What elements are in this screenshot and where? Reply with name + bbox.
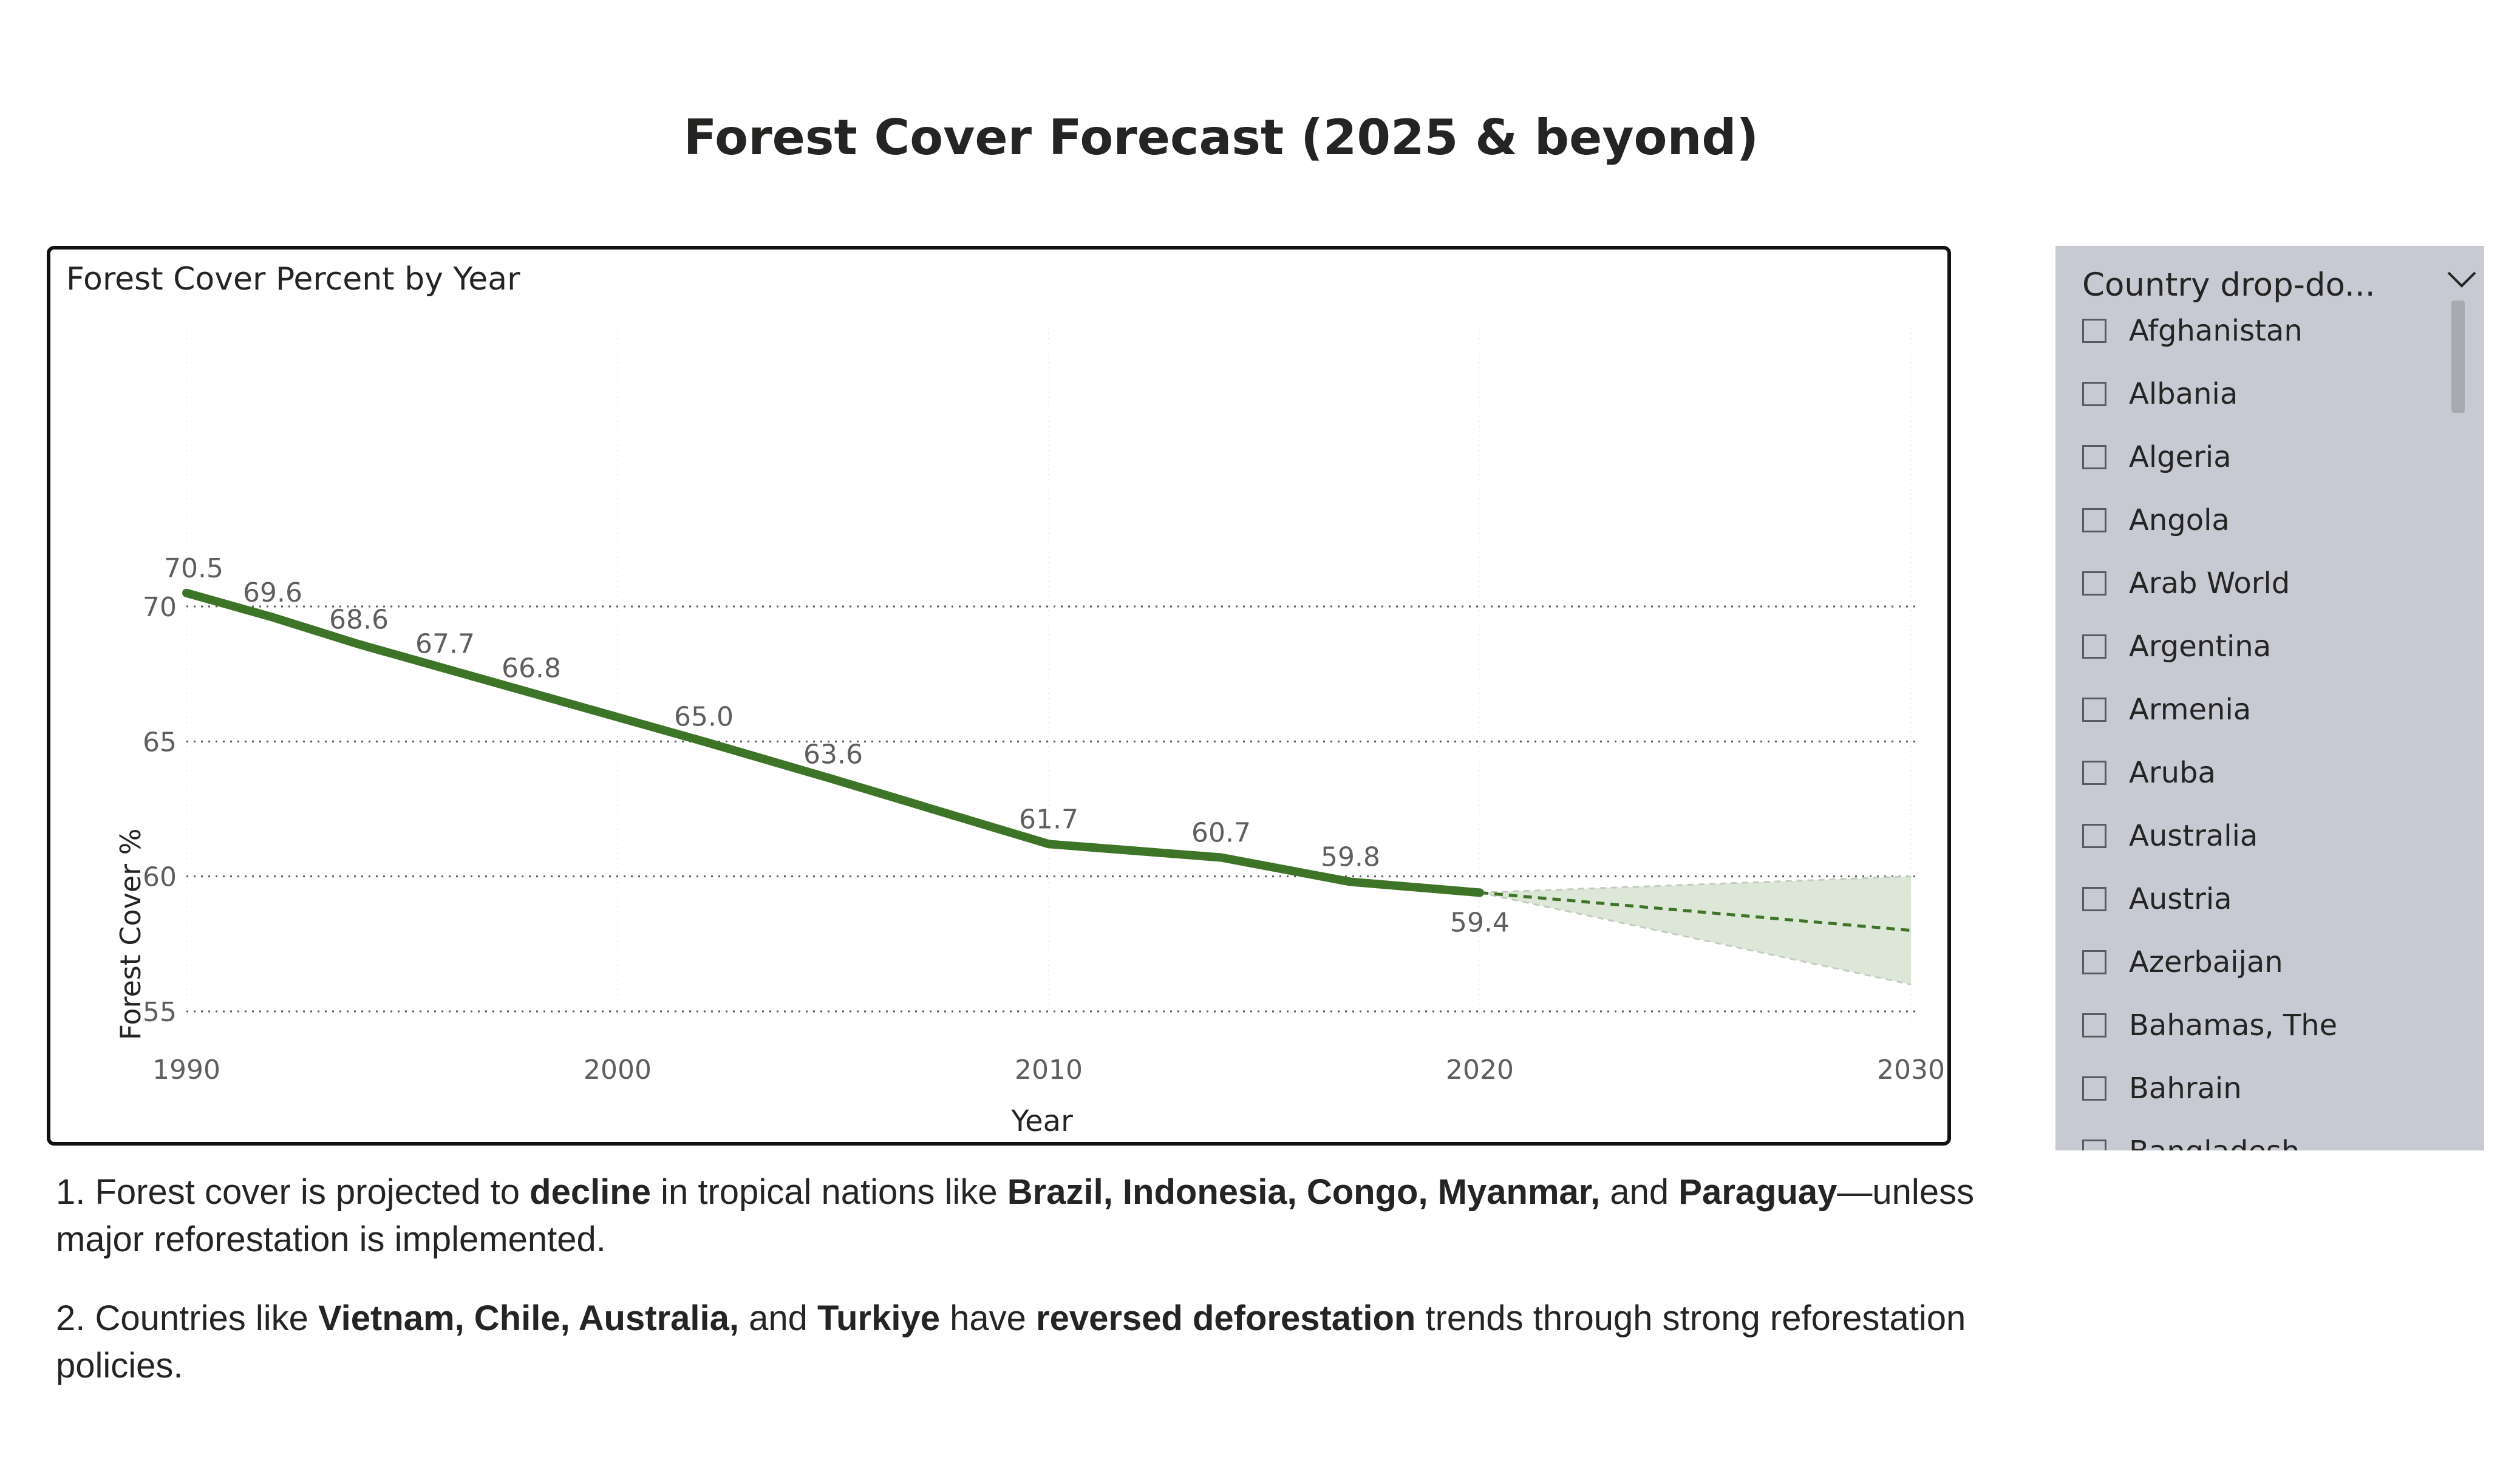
insight-2-text: Countries like [95,1299,318,1338]
checkbox[interactable] [2082,824,2106,848]
slicer-item[interactable]: Bahamas, The [2082,1008,2447,1057]
checkbox[interactable] [2082,1076,2106,1101]
forecast-lower-bound [1479,891,1912,986]
checkbox[interactable] [2082,634,2106,659]
slicer-item[interactable]: Angola [2082,503,2447,552]
x-tick-label: 2000 [584,1055,652,1085]
data-label: 67.7 [415,628,475,659]
checkbox[interactable] [2082,319,2106,343]
insight-2-bold: reversed deforestation [1036,1299,1416,1338]
slicer-item[interactable]: Arab World [2082,566,2447,615]
insight-1-bold: decline [530,1172,651,1212]
checkbox[interactable] [2082,1139,2106,1150]
checkbox[interactable] [2082,571,2106,596]
country-slicer[interactable]: Country drop-do... Afghanistan Albania Alg… [2055,246,2484,1150]
checkbox[interactable] [2082,445,2106,469]
data-label: 59.4 [1450,907,1510,938]
forest-cover-line-chart[interactable]: Forest Cover Percent by Year 55 60 65 70 199… [47,246,1951,1146]
y-tick-label: 70 [143,592,177,623]
insight-2-text: and [738,1299,817,1338]
x-axis-title: Year [1010,1104,1073,1138]
insight-1-text: in tropical nations like [651,1172,1007,1212]
insight-1-text: —unless major reforestation is implement… [56,1172,1975,1259]
insight-2-bold: Turkiye [817,1299,940,1338]
checkbox[interactable] [2082,698,2106,722]
data-label: 61.7 [1019,804,1078,835]
insight-1-bold: Paraguay [1678,1172,1837,1212]
insight-2-bold: Vietnam, Chile, Australia, [318,1299,739,1338]
slicer-item[interactable]: Aruba [2082,756,2447,804]
insight-1-bold: Brazil, Indonesia, Congo, Myanmar, [1007,1172,1601,1212]
insight-1: 1. Forest cover is projected to decline … [56,1169,1987,1263]
slicer-scrollbar[interactable] [2451,301,2465,413]
data-label: 70.5 [164,553,223,584]
y-tick-label: 65 [143,727,177,758]
slicer-header[interactable]: Country drop-do... [2082,258,2476,307]
slicer-item-label: Albania [2129,377,2238,411]
slicer-item-label: Armenia [2129,693,2252,727]
slicer-item[interactable]: Algeria [2082,440,2447,489]
slicer-item[interactable]: Bahrain [2082,1072,2447,1120]
checkbox[interactable] [2082,887,2106,911]
insight-2: 2. Countries like Vietnam, Chile, Austra… [56,1295,1987,1390]
slicer-item[interactable]: Australia [2082,819,2447,868]
data-label: 69.6 [243,577,302,608]
slicer-item-label: Austria [2129,882,2232,916]
data-label: 68.6 [329,604,389,635]
insight-1-number: 1. [56,1172,95,1212]
page-title: Forest Cover Forecast (2025 & beyond) [683,109,1759,166]
data-label: 60.7 [1191,818,1251,849]
y-tick-label: 55 [143,997,177,1028]
y-axis-title: Forest Cover % [114,829,147,1041]
slicer-item-label: Arab World [2129,566,2290,600]
y-tick-label: 60 [143,862,177,893]
insight-2-number: 2. [56,1299,95,1338]
chart-canvas: Forest Cover Percent by Year 55 60 65 70 199… [66,261,1945,1138]
slicer-item-label: Bahamas, The [2129,1008,2338,1042]
insight-1-text: Forest cover is projected to [95,1172,530,1212]
slicer-item[interactable]: Argentina [2082,630,2447,678]
data-label: 65.0 [674,701,734,732]
data-label: 63.6 [803,739,863,770]
forecast-confidence-band [1480,876,1911,985]
forest-cover-series-line [182,588,1484,897]
insights-text: 1. Forest cover is projected to decline … [56,1169,1987,1421]
slicer-item-label: Azerbaijan [2129,945,2283,979]
chart-title: Forest Cover Percent by Year [66,261,520,297]
x-tick-label: 2020 [1446,1055,1514,1085]
checkbox[interactable] [2082,1013,2106,1038]
insight-2-text: trends through strong reforestation poli… [56,1299,1966,1385]
slicer-title: Country drop-do... [2082,267,2375,304]
data-label: 59.8 [1321,842,1380,873]
insight-2-text: have [940,1299,1036,1338]
checkbox[interactable] [2082,508,2106,532]
checkbox[interactable] [2082,761,2106,785]
slicer-item[interactable]: Bangladesh [2082,1135,2447,1150]
slicer-item-label: Angola [2129,503,2230,537]
x-tick-label: 2010 [1015,1055,1083,1085]
insight-1-text: and [1600,1172,1679,1212]
slicer-item[interactable]: Austria [2082,882,2447,931]
x-tick-label: 1990 [152,1055,220,1085]
checkbox[interactable] [2082,950,2106,974]
slicer-item-label: Bangladesh [2129,1135,2300,1150]
slicer-item[interactable]: Albania [2082,377,2447,426]
data-label: 66.8 [502,653,561,684]
slicer-item-label: Aruba [2129,756,2216,790]
chevron-down-icon[interactable] [2447,270,2477,288]
slicer-item-label: Australia [2129,819,2258,853]
x-tick-label: 2030 [1877,1055,1945,1085]
slicer-item-label: Afghanistan [2129,314,2303,348]
slicer-item[interactable]: Afghanistan [2082,314,2447,362]
slicer-item[interactable]: Armenia [2082,693,2447,741]
slicer-item-label: Bahrain [2129,1072,2242,1105]
slicer-item-label: Algeria [2129,440,2232,474]
slicer-item[interactable]: Azerbaijan [2082,945,2447,994]
checkbox[interactable] [2082,382,2106,406]
slicer-item-label: Argentina [2129,630,2272,664]
